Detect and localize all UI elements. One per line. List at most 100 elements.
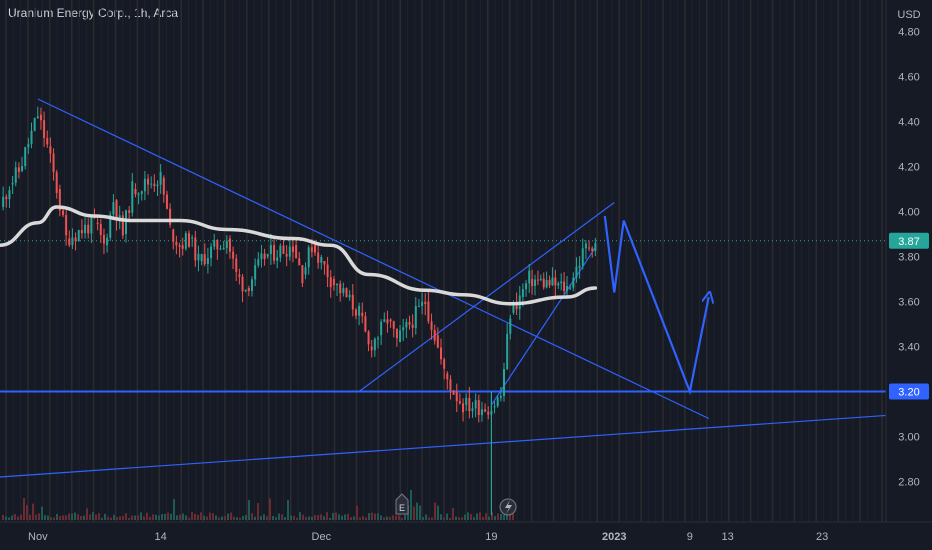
volume-bar (101, 517, 103, 520)
candle-body (345, 288, 348, 298)
volume-bar (41, 506, 43, 520)
volume-bar (173, 499, 175, 520)
volume-bar (389, 516, 391, 520)
volume-bar (335, 512, 337, 520)
candle-body (228, 238, 231, 252)
volume-bar (248, 500, 250, 520)
candle-body (219, 248, 222, 250)
dividend-event-icon[interactable] (499, 498, 517, 516)
candle-body (169, 208, 172, 225)
volume-bar (506, 513, 508, 520)
volume-bar (419, 505, 421, 520)
volume-bar (431, 517, 433, 520)
candle-body (427, 301, 430, 322)
volume-bar (347, 513, 349, 520)
trendline-drawings[interactable] (0, 98, 908, 478)
volume-bar (275, 517, 277, 520)
candle-body (225, 240, 228, 249)
volume-bar (119, 516, 121, 520)
candle-body (455, 391, 458, 402)
candle-body (175, 241, 178, 246)
volume-bar (134, 515, 136, 520)
rising-channel-upper (358, 202, 615, 392)
candle-body (436, 335, 439, 348)
price-tick-label: 4.80 (898, 27, 919, 39)
volume-bar (38, 513, 40, 520)
price-tick-label: 4.40 (898, 117, 919, 129)
candle-body (336, 283, 339, 286)
volume-bar (263, 514, 265, 520)
candle-body (386, 319, 389, 324)
volume-bar (449, 517, 451, 520)
candle-body (266, 254, 269, 257)
earnings-marker[interactable]: E (395, 493, 409, 515)
volume-bar (197, 514, 199, 520)
candle-body (551, 277, 554, 286)
volume-bar (365, 517, 367, 520)
candle-body (115, 200, 118, 220)
volume-bar (272, 515, 274, 520)
candle-body (458, 401, 461, 404)
candle-body (14, 167, 17, 183)
price-axis-panel[interactable] (886, 0, 932, 522)
volume-bar (452, 508, 454, 520)
candle-body (143, 178, 146, 192)
candle-body (496, 397, 499, 407)
candle-body (536, 279, 539, 281)
volume-bar (83, 515, 85, 520)
volume-bar (290, 515, 292, 520)
volume-bar (125, 513, 127, 520)
time-tick-label: Dec (312, 531, 332, 543)
candle-body (162, 177, 165, 195)
volume-bar (368, 513, 370, 520)
volume-bar (311, 516, 313, 520)
candle-body (554, 277, 557, 286)
candle-body (563, 281, 566, 292)
candle-body (121, 215, 124, 236)
volume-bar (161, 514, 163, 520)
projected-path[interactable] (603, 215, 709, 396)
volume-bar (245, 515, 247, 520)
volume-bar (140, 512, 142, 520)
candle-body (572, 277, 575, 288)
candle-body (430, 321, 433, 330)
candle-body (257, 259, 260, 266)
candle-body (84, 224, 87, 234)
candle-body (348, 294, 351, 298)
candle-body (52, 153, 55, 173)
time-tick-label: 2023 (602, 531, 626, 543)
candle-body (443, 359, 446, 369)
candle-body (421, 301, 424, 306)
candle-body (528, 270, 531, 284)
candle-body (512, 302, 515, 313)
volume-bar (98, 513, 100, 520)
volume-bar (104, 513, 106, 520)
volume-bar (50, 517, 52, 520)
candle-body (503, 369, 505, 396)
candle-body (471, 408, 474, 412)
volume-bar (485, 513, 487, 520)
candle-body (332, 279, 335, 286)
price-tick-label: 3.40 (898, 342, 919, 354)
candle-body (506, 333, 509, 370)
session-grid (5, 0, 883, 522)
candle-body (90, 215, 93, 234)
volume-bar (59, 516, 61, 520)
volume-bar (2, 515, 4, 520)
volume-bar (116, 517, 118, 520)
candle-body (361, 312, 364, 317)
volume-bar (344, 514, 346, 520)
volume-bar (467, 512, 469, 520)
candle-body (238, 274, 241, 277)
candle-body (307, 247, 310, 268)
volume-bar (47, 515, 49, 520)
volume-bar (329, 517, 331, 520)
time-tick-label: Nov (28, 531, 48, 543)
volume-bar (392, 515, 394, 520)
volume-bar (77, 514, 79, 520)
candle-body (213, 240, 216, 247)
volume-bar (107, 516, 109, 520)
volume-bar (224, 516, 226, 520)
volume-bar (206, 516, 208, 520)
